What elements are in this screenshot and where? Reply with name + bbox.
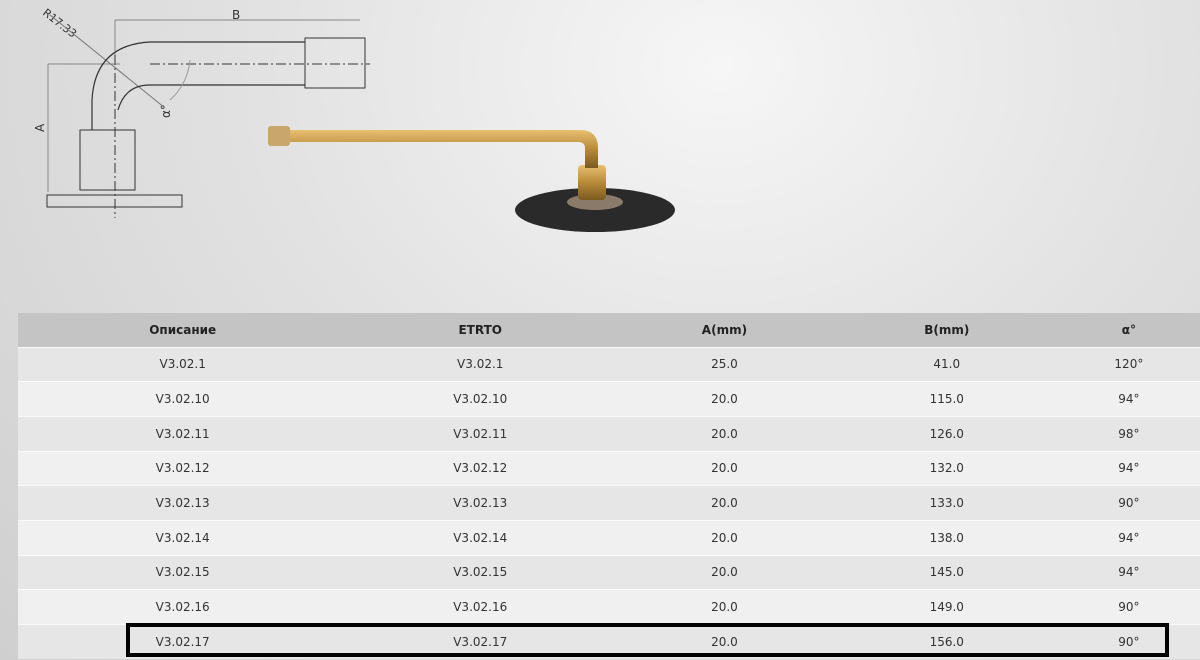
angle-label: α° bbox=[159, 104, 173, 118]
table-row[interactable]: V3.02.10 V3.02.10 20.0 115.0 94° bbox=[18, 381, 1200, 417]
cell-a-mm: 20.0 bbox=[613, 589, 836, 625]
cell-angle: 90° bbox=[1057, 485, 1200, 521]
table-row[interactable]: V3.02.14 V3.02.14 20.0 138.0 94° bbox=[18, 519, 1200, 556]
dimension-a-label: A bbox=[33, 123, 47, 132]
table-row[interactable]: V3.02.1 V3.02.1 25.0 41.0 120° bbox=[18, 346, 1200, 382]
cell-angle: 94° bbox=[1057, 450, 1200, 486]
table-header-row: Описание ETRTO A(mm) B(mm) α° bbox=[18, 313, 1200, 347]
cell-description: V3.02.11 bbox=[18, 415, 348, 452]
header-angle[interactable]: α° bbox=[1057, 313, 1200, 347]
cell-etrto: V3.02.15 bbox=[347, 554, 614, 590]
cell-b-mm: 132.0 bbox=[835, 450, 1058, 486]
cell-a-mm: 20.0 bbox=[613, 415, 836, 452]
cell-etrto: V3.02.16 bbox=[347, 589, 614, 625]
cell-etrto: V3.02.13 bbox=[347, 485, 614, 521]
cell-b-mm: 138.0 bbox=[835, 519, 1058, 556]
cell-a-mm: 20.0 bbox=[613, 450, 836, 486]
header-a-mm[interactable]: A(mm) bbox=[613, 313, 836, 347]
header-etrto[interactable]: ETRTO bbox=[347, 313, 614, 347]
cell-b-mm: 149.0 bbox=[835, 589, 1058, 625]
cell-b-mm: 115.0 bbox=[835, 381, 1058, 417]
cell-b-mm: 41.0 bbox=[835, 346, 1058, 382]
cell-a-mm: 20.0 bbox=[613, 554, 836, 590]
cell-angle: 94° bbox=[1057, 381, 1200, 417]
cell-description: V3.02.13 bbox=[18, 485, 348, 521]
dimension-b-label: B bbox=[232, 8, 240, 22]
cell-description: V3.02.10 bbox=[18, 381, 348, 417]
header-b-mm[interactable]: B(mm) bbox=[835, 313, 1058, 347]
cell-a-mm: 25.0 bbox=[613, 346, 836, 382]
cell-b-mm: 145.0 bbox=[835, 554, 1058, 590]
cell-b-mm: 133.0 bbox=[835, 485, 1058, 521]
cell-etrto: V3.02.1 bbox=[347, 346, 614, 382]
cell-etrto: V3.02.10 bbox=[347, 381, 614, 417]
cell-angle: 98° bbox=[1057, 415, 1200, 452]
cell-description: V3.02.1 bbox=[18, 346, 348, 382]
cell-a-mm: 20.0 bbox=[613, 519, 836, 556]
cell-etrto: V3.02.12 bbox=[347, 450, 614, 486]
cell-description: V3.02.16 bbox=[18, 589, 348, 625]
table-row[interactable]: V3.02.13 V3.02.13 20.0 133.0 90° bbox=[18, 485, 1200, 521]
table-row[interactable]: V3.02.11 V3.02.11 20.0 126.0 98° bbox=[18, 415, 1200, 452]
highlighted-row-outline bbox=[126, 623, 1169, 657]
cell-angle: 94° bbox=[1057, 554, 1200, 590]
valve-technical-drawing: B A R17.33 α° bbox=[33, 6, 370, 218]
cell-a-mm: 20.0 bbox=[613, 485, 836, 521]
cell-a-mm: 20.0 bbox=[613, 381, 836, 417]
cell-b-mm: 126.0 bbox=[835, 415, 1058, 452]
header-description[interactable]: Описание bbox=[18, 313, 348, 347]
valve-specs-table: Описание ETRTO A(mm) B(mm) α° V3.02.1 V3.… bbox=[18, 313, 1200, 660]
cell-description: V3.02.14 bbox=[18, 519, 348, 556]
table-row[interactable]: V3.02.12 V3.02.12 20.0 132.0 94° bbox=[18, 450, 1200, 486]
cell-description: V3.02.15 bbox=[18, 554, 348, 590]
cell-angle: 94° bbox=[1057, 519, 1200, 556]
cell-angle: 90° bbox=[1057, 589, 1200, 625]
valve-photo bbox=[268, 126, 675, 232]
cell-angle: 120° bbox=[1057, 346, 1200, 382]
cell-etrto: V3.02.14 bbox=[347, 519, 614, 556]
table-row[interactable]: V3.02.15 V3.02.15 20.0 145.0 94° bbox=[18, 554, 1200, 590]
cell-etrto: V3.02.11 bbox=[347, 415, 614, 452]
cell-description: V3.02.12 bbox=[18, 450, 348, 486]
table-row[interactable]: V3.02.16 V3.02.16 20.0 149.0 90° bbox=[18, 589, 1200, 625]
